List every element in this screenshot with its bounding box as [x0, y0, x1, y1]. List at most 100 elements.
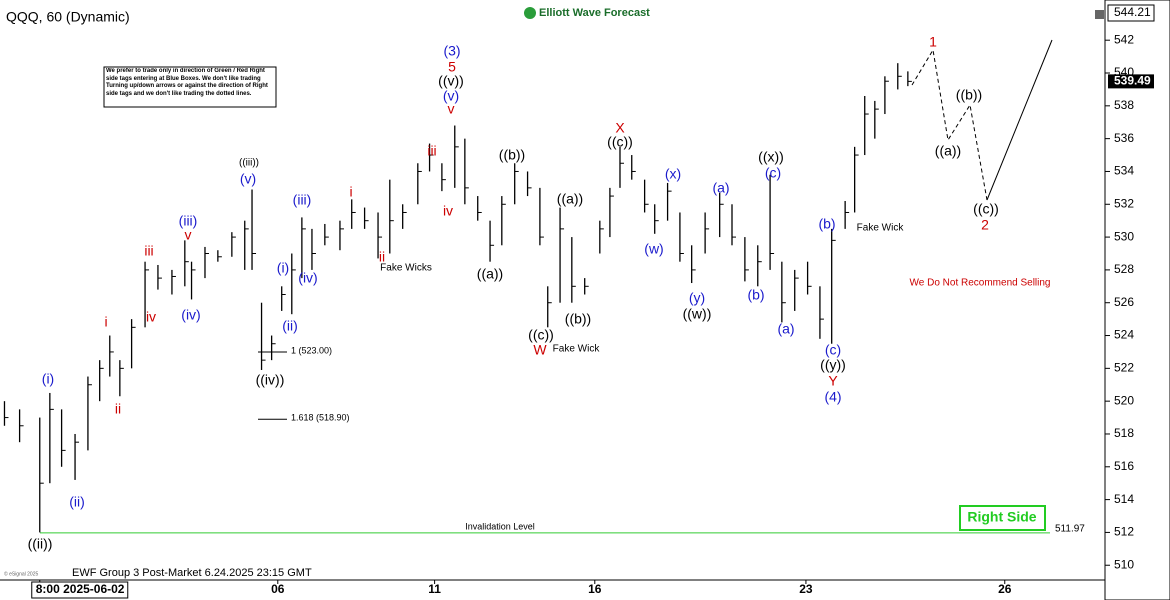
last-price-box [1108, 74, 1154, 89]
x-tick-label: 23 [799, 582, 813, 596]
wave-label: (w) [644, 241, 663, 257]
wave-label: ((a)) [557, 191, 583, 207]
y-tick-label: 526 [1114, 295, 1134, 309]
y-tick-label: 528 [1114, 262, 1134, 276]
y-tick-label: 510 [1114, 557, 1134, 571]
invalidation-value: 511.97 [1055, 524, 1085, 535]
wave-label: ((a)) [935, 143, 961, 159]
wave-label: (iii) [179, 213, 198, 229]
wave-label: iv [443, 203, 453, 219]
wave-label: iv [146, 309, 156, 325]
wave-label: X [615, 120, 625, 136]
wave-label: (v) [240, 171, 256, 187]
y-tick-label: 514 [1114, 492, 1134, 506]
settings-icon[interactable] [1095, 10, 1104, 19]
wave-label: Y [828, 373, 838, 389]
wave-label: (c) [765, 165, 781, 181]
top-price: 544.21 [1114, 5, 1151, 19]
y-tick-label: 538 [1114, 98, 1134, 112]
wave-label: (b) [747, 287, 764, 303]
wave-label: (b) [818, 216, 835, 232]
wave-label: We Do Not Recommend Selling [910, 278, 1051, 289]
wave-label: (iii) [293, 192, 312, 208]
y-tick-label: 536 [1114, 131, 1134, 145]
wave-label: (i) [42, 371, 54, 387]
footer: EWF Group 3 Post-Market 6.24.2025 23:15 … [72, 567, 312, 579]
wave-label: (a) [712, 180, 729, 196]
y-tick-label: 534 [1114, 164, 1134, 178]
wave-label: 5 [448, 59, 456, 75]
wave-label: ((c)) [528, 327, 554, 343]
badge: Right Side [967, 509, 1036, 525]
invalidation-label: Invalidation Level [465, 521, 535, 531]
wave-label: ((iii)) [239, 158, 259, 169]
wave-label: v [448, 101, 455, 117]
note-wrap: We prefer to trade only in direction of … [106, 68, 268, 97]
wave-label: (x) [665, 166, 681, 182]
projection-dashed [911, 48, 988, 201]
x-tick-label: 16 [588, 582, 602, 596]
x-tick-label: 11 [428, 582, 441, 596]
wave-label: Fake Wicks [380, 263, 432, 274]
wave-label: ((x)) [758, 149, 784, 165]
wave-label: 2 [981, 217, 989, 233]
wave-label: (v) [443, 88, 459, 104]
wave-label: ((y)) [820, 357, 846, 373]
x-tick-label: 26 [998, 582, 1012, 596]
wave-label: (ii) [282, 318, 298, 334]
wave-label: ((w)) [683, 306, 712, 322]
y-tick-label: 524 [1114, 328, 1134, 342]
y-tick-label: 516 [1114, 459, 1134, 473]
y-tick-label: 518 [1114, 426, 1134, 440]
wave-label: ii [379, 249, 385, 265]
fib-label: 1 (523.00) [291, 345, 332, 355]
wave-label: ((ii)) [28, 536, 53, 552]
projection-line [986, 39, 1053, 201]
wave-label: ((b)) [565, 311, 591, 327]
wave-label: (iv) [298, 270, 317, 286]
wave-label: (4) [824, 389, 841, 405]
y-tick-label: 530 [1114, 229, 1134, 243]
wave-label: (i) [277, 260, 289, 276]
wave-label: iii [144, 243, 153, 259]
top-price-box [1107, 4, 1155, 22]
y-tick-label: 520 [1114, 393, 1134, 407]
wave-label: ((v)) [438, 73, 464, 89]
wave-label: (ii) [69, 494, 85, 510]
wave-label: (3) [443, 43, 460, 59]
wave-label: ii [115, 401, 121, 417]
badge-box [959, 505, 1046, 531]
wave-label: ((b)) [499, 147, 525, 163]
chart-title: QQQ, 60 (Dynamic) [6, 9, 130, 25]
wave-label: i [349, 184, 352, 200]
wave-label: Fake Wick [857, 223, 905, 234]
copyright: © eSignal 2025 [4, 570, 38, 577]
price-axis [1104, 0, 1170, 600]
y-tick-label: 522 [1114, 361, 1134, 375]
y-tick-label: 542 [1114, 32, 1134, 46]
wave-label: Fake Wick [553, 344, 601, 355]
y-tick-label: 532 [1114, 196, 1134, 210]
wave-label: ((b)) [956, 87, 982, 103]
x-tick-box [31, 581, 129, 599]
wave-label: v [185, 227, 192, 243]
y-tick-label: 512 [1114, 525, 1134, 539]
wave-label: iii [427, 143, 436, 159]
brand-logo [524, 7, 536, 19]
wave-label: ((c)) [973, 201, 999, 217]
wave-label: 1 [929, 34, 937, 50]
wave-label: W [533, 342, 547, 358]
x-tick-label: 8:00 2025-06-02 [36, 582, 125, 596]
brand: Elliott Wave Forecast [539, 7, 650, 19]
note: We prefer to trade only in direction of … [106, 68, 268, 97]
last-price: 539.49 [1114, 74, 1151, 88]
wave-label: ((iv)) [256, 372, 285, 388]
wave-label: (a) [777, 321, 794, 337]
wave-label: ((c)) [607, 134, 633, 150]
wave-label: (iv) [181, 307, 200, 323]
fib-label: 1.618 (518.90) [291, 413, 350, 423]
wave-label: i [104, 314, 107, 330]
note-box [103, 66, 277, 108]
wave-label: (c) [825, 342, 841, 358]
